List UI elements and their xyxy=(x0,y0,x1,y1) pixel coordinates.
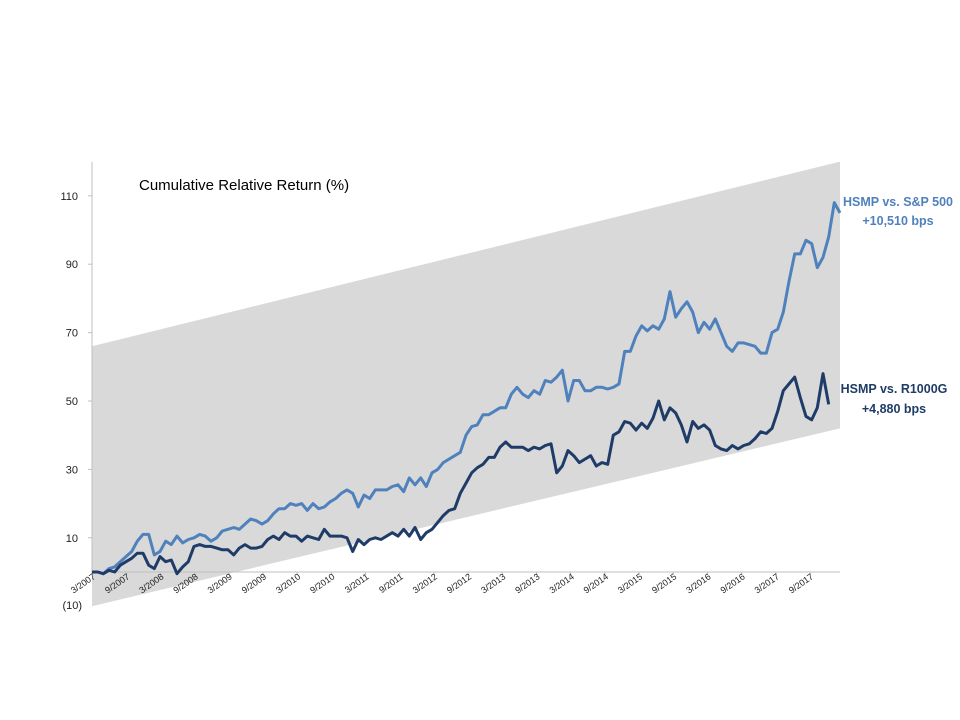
x-tick-label: 3/2013 xyxy=(479,571,507,595)
series-line-r1000g xyxy=(92,372,831,576)
x-tick-label: 3/2014 xyxy=(548,571,576,595)
chart-title: Cumulative Relative Return (%) xyxy=(139,177,349,194)
y-tick-label: 30 xyxy=(66,464,78,476)
y-tick-label: 50 xyxy=(66,396,78,408)
y-tick-label: 110 xyxy=(60,191,78,203)
x-tick-label: 9/2017 xyxy=(787,571,815,595)
x-tick-label: 3/2010 xyxy=(274,571,302,595)
y-tick-label: 90 xyxy=(66,259,78,271)
x-tick-label: 9/2011 xyxy=(377,571,405,595)
x-tick-label: 3/2015 xyxy=(616,571,644,595)
return-band xyxy=(92,161,840,607)
annotation-sp500-label: HSMP vs. S&P 500 xyxy=(843,195,953,209)
x-tick-label: 9/2012 xyxy=(445,571,473,595)
x-tick-label: 9/2016 xyxy=(718,571,746,595)
x-tick-label: 9/2014 xyxy=(582,571,610,595)
annotation-r1000g-value: +4,880 bps xyxy=(862,402,926,416)
y-tick-group: 10 30 50 70 90 110 (10) xyxy=(60,191,92,612)
annotation-sp500-value: +10,510 bps xyxy=(862,214,933,228)
x-tick-label: 3/2011 xyxy=(343,571,371,595)
y-tick-label-negative: (10) xyxy=(62,600,82,612)
x-tick-label: 3/2017 xyxy=(753,571,781,595)
x-tick-label: 9/2009 xyxy=(240,571,268,595)
x-tick-label: 3/2016 xyxy=(684,571,712,595)
y-tick-label: 10 xyxy=(66,533,78,545)
x-tick-label: 9/2015 xyxy=(650,571,678,595)
x-tick-label: 9/2013 xyxy=(513,571,541,595)
series-group xyxy=(92,201,842,576)
y-tick-label: 70 xyxy=(66,328,78,340)
x-tick-label: 3/2012 xyxy=(411,571,439,595)
series-line-sp500 xyxy=(92,201,842,576)
annotation-r1000g-label: HSMP vs. R1000G xyxy=(841,382,948,396)
x-tick-label: 9/2010 xyxy=(308,571,336,595)
